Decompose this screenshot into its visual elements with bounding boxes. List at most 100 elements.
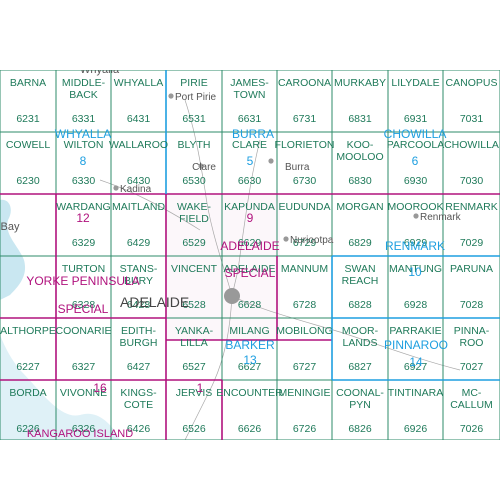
- map-tile[interactable]: BARNA 6231: [10, 77, 46, 125]
- town-dot-icon: [168, 93, 174, 99]
- tile-code: 6627: [238, 361, 262, 373]
- map-tile[interactable]: PIRIE 6531: [180, 77, 207, 125]
- tile-name: MILANG: [229, 325, 269, 337]
- map-tile[interactable]: MC-CALLUM 7026: [450, 387, 493, 435]
- tile-name: TINTINARA: [388, 387, 443, 399]
- region-label: 6: [412, 154, 419, 168]
- tile-name: COONAL-: [336, 387, 384, 399]
- map-tile[interactable]: FLORIETON 6730: [275, 139, 335, 187]
- tile-name: BURY: [124, 275, 153, 287]
- map-tile[interactable]: WAKE-FIELD 6529: [177, 201, 212, 249]
- map-tile[interactable]: BLYTH 6530: [177, 139, 210, 187]
- tile-name: BARNA: [10, 77, 46, 89]
- tile-name: MOOR-: [342, 325, 379, 337]
- map-tile[interactable]: EDITH-BURGH 6427: [120, 325, 158, 373]
- map-tile[interactable]: CHOWILLA 7030: [444, 139, 499, 187]
- map-tile[interactable]: ENCOUNTER 6626: [216, 387, 283, 435]
- tile-name: CALLUM: [450, 399, 493, 411]
- map-tile[interactable]: PINNA-ROO 7027: [454, 325, 490, 373]
- map-tile[interactable]: YANKA-LILLA 6527: [175, 325, 214, 373]
- town-marker: Clare: [192, 162, 216, 173]
- map-tile[interactable]: MURKABY 6831: [334, 77, 386, 125]
- tile-code: 6327: [72, 361, 96, 373]
- map-tile[interactable]: KOO-MOOLOO 6830: [336, 139, 383, 187]
- tile-name: MOOLOO: [336, 151, 383, 163]
- map-tile[interactable]: VINCENT 6528: [171, 263, 218, 311]
- city-marker-icon: [224, 288, 240, 304]
- map-tile[interactable]: MOBILONG 6727: [276, 325, 333, 373]
- tile-name: KOO-: [347, 139, 374, 151]
- map-tile[interactable]: CLARE 6630: [232, 139, 267, 187]
- map-tile[interactable]: EUDUNDA 6729: [279, 201, 331, 249]
- town-name: Port Pirie: [175, 92, 217, 103]
- map-tile[interactable]: JERVIS 6526: [176, 387, 213, 435]
- map-tile[interactable]: COONARIE 6327: [55, 325, 111, 373]
- map-tile[interactable]: KAPUNDA 6629: [224, 201, 275, 249]
- tile-name: LILLA: [180, 337, 207, 349]
- map-tile[interactable]: VIVONNE 6326: [60, 387, 107, 435]
- map-tile[interactable]: ALTHORPE 6227: [0, 325, 56, 373]
- tile-code: 7028: [460, 299, 484, 311]
- tile-name: KAPUNDA: [224, 201, 275, 213]
- tile-name: MANTUNG: [389, 263, 442, 275]
- tile-code: 6626: [238, 423, 262, 435]
- tile-name: PIRIE: [180, 77, 207, 89]
- region-label: PINNAROO: [384, 338, 448, 352]
- region-label: ADELAIDE: [220, 239, 279, 253]
- map-tile[interactable]: BORDA 6226: [9, 387, 46, 435]
- tile-code: 6329: [72, 237, 96, 249]
- map-tile[interactable]: MOOR-LANDS 6827: [342, 325, 379, 373]
- map-tile[interactable]: CANOPUS 7031: [446, 77, 498, 125]
- map-tile[interactable]: MANNUM 6728: [281, 263, 328, 311]
- map-tile[interactable]: CAROONA 6731: [278, 77, 331, 125]
- tile-name: LILYDALE: [391, 77, 439, 89]
- map-tile[interactable]: MOOROOK 6929: [387, 201, 443, 249]
- town-dot-icon: [113, 185, 119, 191]
- map-tile[interactable]: MENINGIE 6726: [279, 387, 331, 435]
- map-svg: BARNA 6231 MIDDLE-BACK 6331 WHYALLA 6431 PIRIE…: [0, 70, 500, 440]
- tile-name: ENCOUNTER: [216, 387, 283, 399]
- map-tile[interactable]: MANTUNG 6928: [389, 263, 442, 311]
- map-tile[interactable]: PARCOOLA 6930: [387, 139, 445, 187]
- map-tile[interactable]: MAITLAND 6429: [112, 201, 166, 249]
- map-tile[interactable]: JAMES-TOWN 6631: [230, 77, 269, 125]
- map-tile[interactable]: ADELAIDE 6628: [224, 263, 276, 311]
- tile-code: 6328: [72, 299, 96, 311]
- map-tile[interactable]: TINTINARA 6926: [388, 387, 443, 435]
- tile-code: 6428: [127, 299, 151, 311]
- town-name: Whyalla: [80, 70, 120, 76]
- map-tile[interactable]: COONAL-PYN 6826: [336, 387, 384, 435]
- map-tile[interactable]: RENMARK 7029: [445, 201, 498, 249]
- map-tile[interactable]: WALLAROO 6430: [109, 139, 168, 187]
- map-tile[interactable]: WHYALLA 6431: [114, 77, 163, 125]
- tile-name: WHYALLA: [114, 77, 163, 89]
- map-tile[interactable]: COWELL 6230: [6, 139, 51, 187]
- region-label: BARKER: [225, 338, 275, 352]
- map-tile[interactable]: PARRAKIE 6927: [389, 325, 441, 373]
- tile-name: JERVIS: [176, 387, 213, 399]
- map-tile[interactable]: STANS-BURY 6428: [120, 263, 158, 311]
- sea-area-south: [0, 335, 120, 440]
- tile-name: EDITH-: [121, 325, 157, 337]
- tile-code: 6826: [348, 423, 372, 435]
- tile-name: REACH: [342, 275, 379, 287]
- tile-name: MC-: [462, 387, 482, 399]
- map-tile[interactable]: LILYDALE 6931: [391, 77, 439, 125]
- map-tile[interactable]: MILANG 6627: [229, 325, 269, 373]
- tile-code: 6230: [16, 175, 40, 187]
- tile-name: MANNUM: [281, 263, 328, 275]
- map-tile[interactable]: KINGS-COTE 6426: [120, 387, 157, 435]
- tile-name: COONARIE: [55, 325, 111, 337]
- map-tile[interactable]: WILTON 6330: [64, 139, 104, 187]
- tile-code: 6831: [348, 113, 372, 125]
- map-tile[interactable]: WARDANG 6329: [56, 201, 110, 249]
- map-tile[interactable]: MIDDLE-BACK 6331: [62, 77, 106, 125]
- map-tile[interactable]: PARUNA 7028: [450, 263, 493, 311]
- tile-name: BLYTH: [177, 139, 210, 151]
- tile-code: 6527: [182, 361, 206, 373]
- map-tile[interactable]: TURTON 6328: [62, 263, 105, 311]
- tile-code: 6729: [293, 237, 317, 249]
- map-tile[interactable]: MORGAN 6829: [336, 201, 383, 249]
- town-name: Kadina: [120, 184, 152, 195]
